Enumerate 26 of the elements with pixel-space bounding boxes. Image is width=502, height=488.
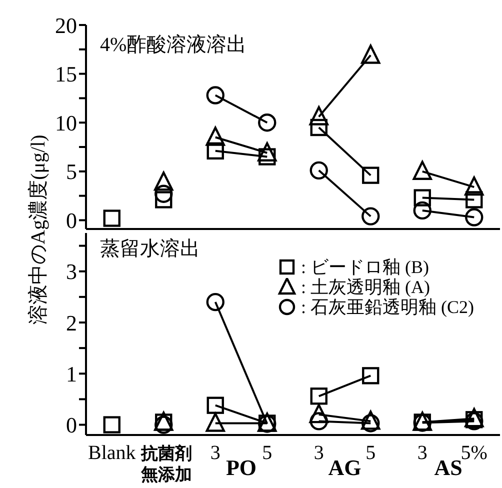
legend-label: : 石灰亜鉛透明釉 (C2) [300, 297, 474, 317]
y-tick-label: 20 [55, 12, 77, 38]
text: AG [328, 455, 362, 480]
text: AS [434, 455, 462, 480]
legend-label: : 土灰透明釉 (A) [300, 277, 430, 297]
y-tick-label: 3 [66, 259, 77, 284]
x-tick-label: 5 [262, 442, 272, 464]
y-tick-label: 5 [66, 159, 77, 184]
y-tick-label: 15 [55, 62, 77, 87]
y-tick-label: 1 [66, 361, 77, 386]
x-tick-label: 抗菌剤無添加 [140, 444, 192, 484]
x-tick-label: 3 [210, 442, 220, 464]
y-tick-label: 0 [66, 208, 77, 234]
x-tick-label: 5% [460, 442, 488, 464]
y-tick-label: 10 [55, 110, 77, 136]
chart-title: 4%酢酸溶液溶出 [100, 33, 247, 58]
x-tick-label: 3 [314, 442, 324, 464]
y-axis-title: 溶液中のAg濃度(μg/l) [26, 134, 50, 326]
text: PO [226, 455, 257, 480]
y-tick-label: 0 [66, 412, 77, 438]
x-tick-label: Blank [88, 442, 136, 464]
y-tick-label: 2 [66, 310, 77, 336]
legend-label: : ビードロ釉 (B) [300, 257, 429, 277]
x-tick-label: 5 [366, 442, 376, 464]
chart-title: 蒸留水溶出 [100, 237, 200, 262]
x-tick-label: 3 [417, 442, 428, 464]
